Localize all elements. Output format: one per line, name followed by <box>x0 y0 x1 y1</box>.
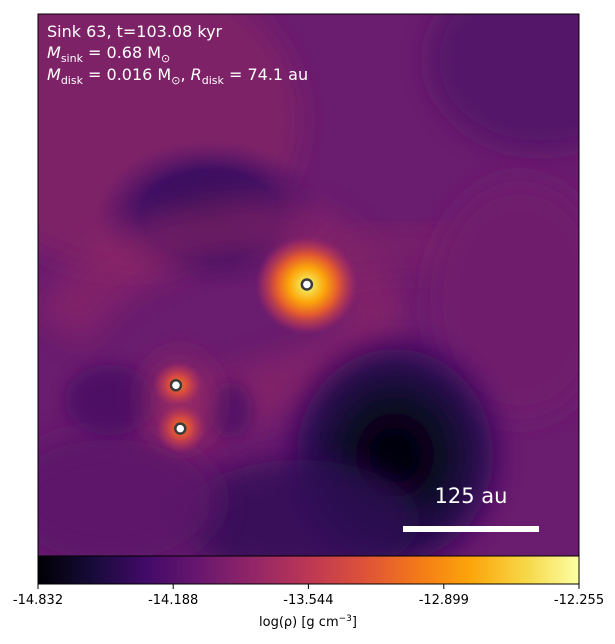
colorbar-label: log(ρ) [g cm−3] <box>259 614 357 630</box>
colorbar: -14.832 -14.188 -13.544 -12.899 -12.255 log(… <box>13 555 604 630</box>
sink-markers <box>169 278 314 435</box>
title-line-3: Mdisk = 0.016 M⊙, Rdisk = 74.1 au <box>47 65 308 87</box>
colorbar-tick-label: -14.832 <box>13 593 63 608</box>
scale-bar: 125 au <box>403 484 539 532</box>
colorbar-ticks: -14.832 -14.188 -13.544 -12.899 -12.255 <box>13 584 604 608</box>
title-line-1: Sink 63, t=103.08 kyr <box>47 22 223 41</box>
title-line-2: Msink = 0.68 M⊙ <box>47 43 170 65</box>
scale-bar-line <box>403 526 539 532</box>
colorbar-tick-label: -13.544 <box>283 593 333 608</box>
sink-marker-sink-c <box>174 422 187 435</box>
scale-bar-label: 125 au <box>435 484 508 508</box>
colorbar-gradient <box>38 556 579 584</box>
title-block: Sink 63, t=103.08 kyr Msink = 0.68 M⊙ Md… <box>47 22 308 87</box>
density-map <box>38 14 579 556</box>
sink-marker-sink-a <box>300 278 314 291</box>
sink-marker-sink-b <box>169 379 183 392</box>
colorbar-tick-label: -12.899 <box>419 593 469 608</box>
colorbar-tick-label: -14.188 <box>148 593 198 608</box>
colorbar-tick-label: -12.255 <box>554 593 604 608</box>
